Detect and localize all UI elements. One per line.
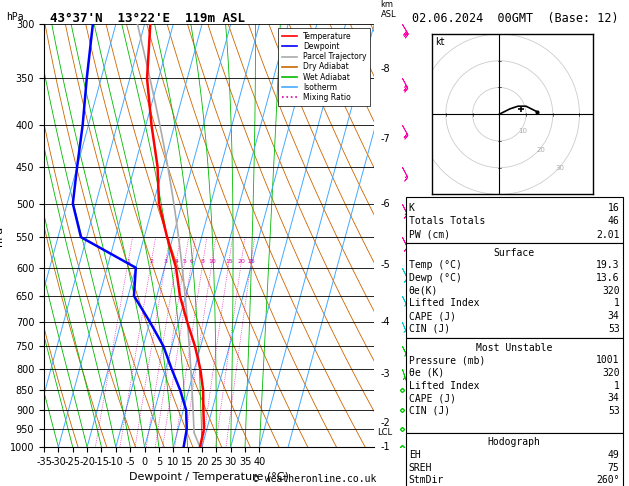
Bar — [406, 433, 623, 486]
Text: Dewp (°C): Dewp (°C) — [409, 273, 462, 283]
Text: hPa: hPa — [6, 12, 24, 22]
Text: 02.06.2024  00GMT  (Base: 12): 02.06.2024 00GMT (Base: 12) — [412, 12, 618, 25]
Text: -5: -5 — [381, 260, 391, 270]
Text: 13.6: 13.6 — [596, 273, 620, 283]
Text: 10: 10 — [518, 128, 527, 134]
Text: 34: 34 — [608, 311, 620, 321]
Text: CIN (J): CIN (J) — [409, 406, 450, 416]
Text: 75: 75 — [608, 463, 620, 473]
Text: 10: 10 — [208, 260, 216, 264]
Text: kt: kt — [435, 37, 445, 47]
Text: 2: 2 — [149, 260, 153, 264]
Text: -8: -8 — [381, 64, 390, 74]
Legend: Temperature, Dewpoint, Parcel Trajectory, Dry Adiabat, Wet Adiabat, Isotherm, Mi: Temperature, Dewpoint, Parcel Trajectory… — [278, 28, 370, 105]
Text: 1: 1 — [126, 260, 130, 264]
Text: 49: 49 — [608, 450, 620, 460]
Text: © weatheronline.co.uk: © weatheronline.co.uk — [253, 473, 376, 484]
Text: 15: 15 — [225, 260, 233, 264]
Text: Lifted Index: Lifted Index — [409, 381, 479, 391]
Text: PW (cm): PW (cm) — [409, 230, 450, 240]
Text: 30: 30 — [555, 165, 564, 172]
Text: Lifted Index: Lifted Index — [409, 298, 479, 309]
Text: -4: -4 — [381, 317, 390, 327]
Text: 34: 34 — [608, 393, 620, 403]
Text: 46: 46 — [608, 216, 620, 226]
Text: SREH: SREH — [409, 463, 432, 473]
Text: CAPE (J): CAPE (J) — [409, 393, 456, 403]
Y-axis label: hPa: hPa — [0, 226, 4, 246]
Bar — [406, 197, 623, 243]
Text: Pressure (mb): Pressure (mb) — [409, 355, 485, 365]
Text: km
ASL: km ASL — [381, 0, 396, 19]
Text: LCL: LCL — [377, 428, 392, 437]
Text: -6: -6 — [381, 199, 390, 209]
Text: CAPE (J): CAPE (J) — [409, 311, 456, 321]
Text: 3: 3 — [164, 260, 168, 264]
Text: -7: -7 — [381, 134, 391, 144]
Text: -3: -3 — [381, 369, 390, 379]
Text: -2: -2 — [381, 418, 391, 428]
Text: 53: 53 — [608, 324, 620, 334]
Text: StmDir: StmDir — [409, 475, 444, 486]
Text: 16: 16 — [608, 203, 620, 213]
Text: K: K — [409, 203, 415, 213]
Text: EH: EH — [409, 450, 421, 460]
Text: Hodograph: Hodograph — [487, 437, 541, 448]
Text: Most Unstable: Most Unstable — [476, 343, 552, 353]
Text: 25: 25 — [247, 260, 255, 264]
Text: Totals Totals: Totals Totals — [409, 216, 485, 226]
Text: CIN (J): CIN (J) — [409, 324, 450, 334]
Text: 320: 320 — [602, 368, 620, 378]
Text: θe (K): θe (K) — [409, 368, 444, 378]
Text: 4: 4 — [174, 260, 178, 264]
Text: 20: 20 — [237, 260, 245, 264]
Text: -1: -1 — [381, 442, 390, 452]
Text: 20: 20 — [537, 147, 545, 153]
Bar — [406, 243, 623, 338]
Text: 320: 320 — [602, 286, 620, 296]
Text: 1001: 1001 — [596, 355, 620, 365]
Text: θe(K): θe(K) — [409, 286, 438, 296]
Text: 2.01: 2.01 — [596, 230, 620, 240]
Text: 8: 8 — [201, 260, 205, 264]
Text: 1: 1 — [614, 298, 620, 309]
Text: 43°37'N  13°22'E  119m ASL: 43°37'N 13°22'E 119m ASL — [50, 12, 245, 25]
Bar — [406, 338, 623, 433]
Text: Surface: Surface — [494, 248, 535, 258]
Text: 19.3: 19.3 — [596, 260, 620, 271]
Text: 53: 53 — [608, 406, 620, 416]
Text: 6: 6 — [190, 260, 194, 264]
Text: 5: 5 — [183, 260, 187, 264]
Text: 260°: 260° — [596, 475, 620, 486]
Text: Temp (°C): Temp (°C) — [409, 260, 462, 271]
Text: 1: 1 — [614, 381, 620, 391]
X-axis label: Dewpoint / Temperature (°C): Dewpoint / Temperature (°C) — [129, 472, 289, 483]
